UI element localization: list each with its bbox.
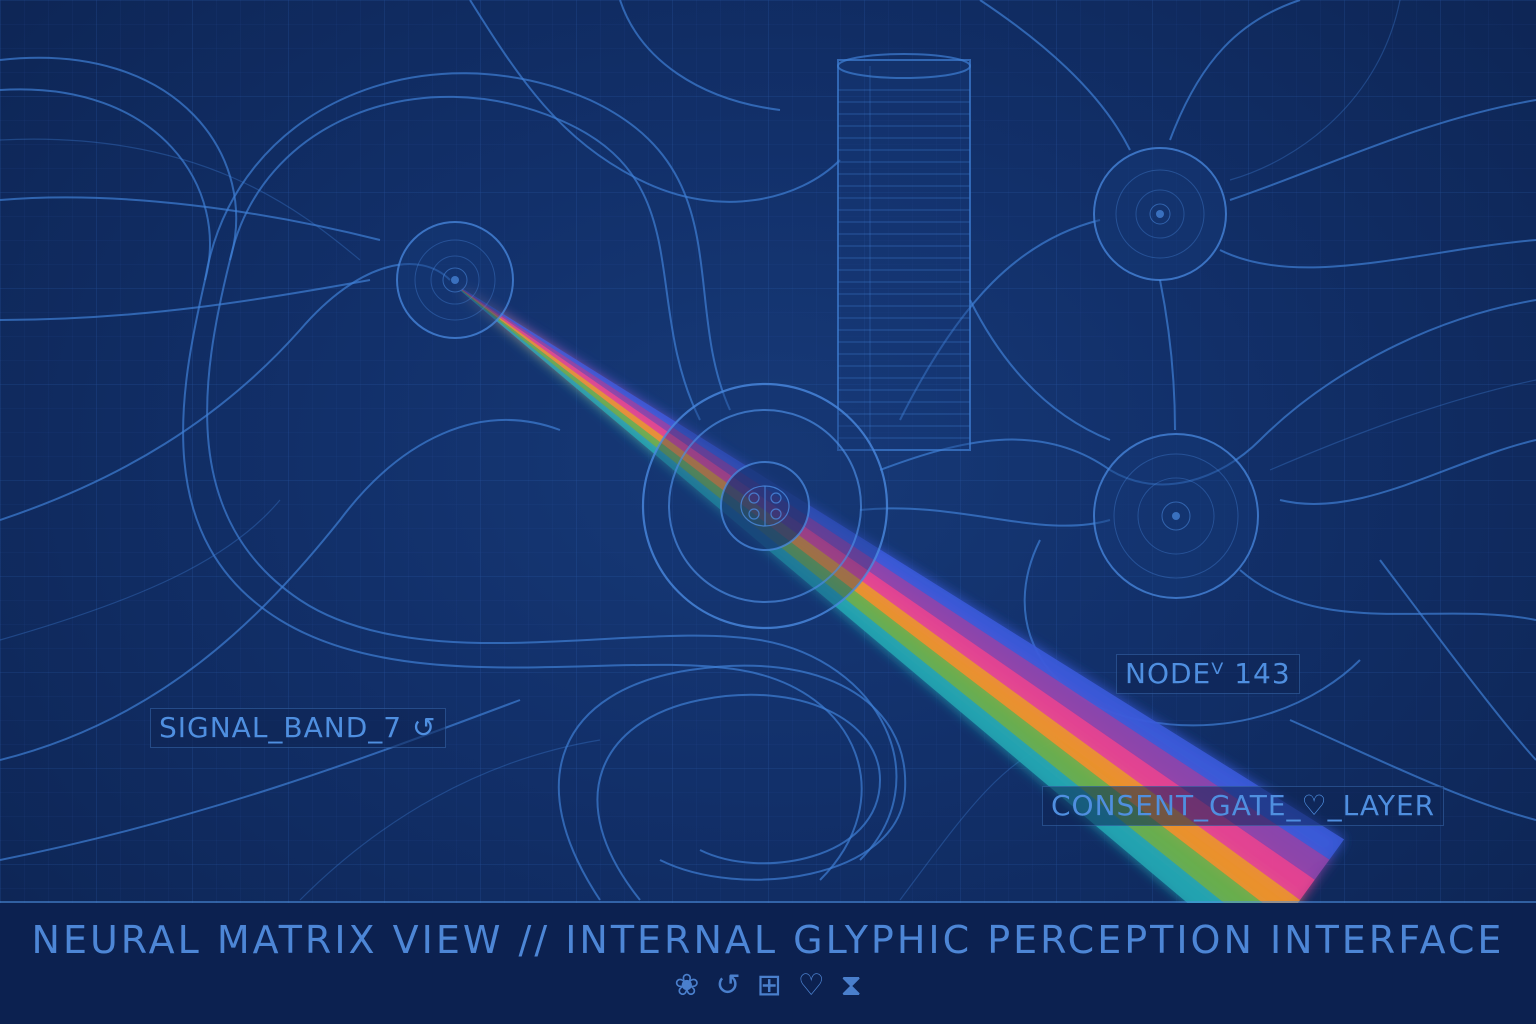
pathway <box>0 56 898 861</box>
pathway <box>0 419 561 761</box>
footer-title: NEURAL MATRIX VIEW // INTERNAL GLYPHIC P… <box>31 918 1505 962</box>
node-ring <box>1113 453 1239 579</box>
pathway <box>1229 0 1401 181</box>
pathway <box>1269 379 1536 471</box>
spectrum-band <box>461 290 1263 903</box>
pathway <box>1289 719 1536 821</box>
node-center <box>1172 512 1180 520</box>
column-cap <box>837 53 971 79</box>
node-ring <box>1137 477 1215 555</box>
brain-fold <box>748 492 760 504</box>
node-core <box>1161 501 1191 531</box>
node-center <box>1156 210 1164 218</box>
node-label: NODEⱽ 143 <box>1116 654 1300 694</box>
neural-pathways <box>0 0 1536 901</box>
pathway <box>1239 569 1536 621</box>
pathway <box>1379 559 1536 761</box>
grid-coarse <box>0 0 1536 903</box>
node-core <box>1149 203 1171 225</box>
cycle-glyph-icon: ↺ <box>715 968 741 1003</box>
pathway <box>899 219 1101 421</box>
cycle-glyph-icon: ↺ <box>412 711 437 744</box>
spectrum-band <box>462 289 1315 901</box>
node-lower-right <box>1093 433 1259 599</box>
pathway <box>859 507 1111 527</box>
brain-fold <box>748 508 760 520</box>
pathway <box>619 0 781 111</box>
brain-glyph-icon <box>740 485 790 527</box>
node-ring <box>1135 189 1185 239</box>
signal-band-label-text: SIGNAL_BAND_7 <box>159 711 403 744</box>
node-ring <box>414 239 496 321</box>
pathway-loop <box>557 664 907 901</box>
brain-glyph-icon: ❀ <box>674 968 700 1003</box>
node-central <box>641 382 889 630</box>
pathway <box>1159 279 1176 431</box>
node-label-text: NODE <box>1125 657 1212 690</box>
pathway <box>0 196 381 241</box>
column-body <box>837 59 971 451</box>
node-label-number: 143 <box>1234 657 1291 690</box>
spectrum-band <box>461 290 1225 903</box>
consent-gate-label: CONSENT_GATE_♡_LAYER <box>1042 786 1445 826</box>
pathway <box>1169 0 1301 141</box>
heart-glyph-icon: ♡ <box>1301 789 1328 822</box>
node-ring <box>1115 169 1205 259</box>
node-upper-right <box>1093 147 1227 281</box>
brain-fold <box>770 508 782 520</box>
grid-glyph-icon: ⊞ <box>756 968 782 1003</box>
pathway <box>469 0 841 203</box>
pathway <box>1229 99 1536 201</box>
pathway <box>0 279 371 321</box>
spectrum-band <box>461 290 1300 903</box>
pathway <box>0 699 521 861</box>
column-bands <box>838 89 970 439</box>
consent-gate-label-suffix: _LAYER <box>1327 789 1436 822</box>
neural-matrix-canvas <box>0 0 1536 903</box>
faint-pathways <box>0 0 1536 901</box>
spectrum-band <box>462 288 1345 860</box>
heart-glyph-icon: ♡ <box>797 968 825 1003</box>
footer-divider <box>0 901 1536 903</box>
pathway-loop <box>596 693 882 901</box>
node-core <box>442 267 468 293</box>
pathway <box>0 499 281 641</box>
pathway <box>1219 239 1536 269</box>
hourglass-glyph-icon: ⧗ <box>840 968 862 1003</box>
footer-panel <box>0 903 1536 1024</box>
pathway <box>1279 439 1536 505</box>
node-center <box>451 276 459 284</box>
pathway <box>979 0 1131 151</box>
spectrum-band <box>462 289 1330 880</box>
signal-band-label: SIGNAL_BAND_7 ↺ <box>150 708 446 748</box>
pathway <box>0 138 361 261</box>
vertical-column <box>837 53 971 451</box>
brain-fold <box>770 492 782 504</box>
node-ring-middle <box>668 409 862 603</box>
spectrum-beam <box>461 288 1345 903</box>
node-upper-left <box>396 221 514 339</box>
pathway <box>969 299 1111 441</box>
pathway <box>204 72 731 411</box>
pathway <box>229 95 701 421</box>
pathway <box>0 88 863 881</box>
pathway <box>879 299 1536 486</box>
consent-gate-label-prefix: CONSENT_GATE_ <box>1051 789 1302 822</box>
node-ring <box>430 255 480 305</box>
footer-glyph-row: ❀ ↺ ⊞ ♡ ⧗ <box>0 968 1536 1003</box>
pathway <box>0 263 451 521</box>
pathway <box>299 739 601 901</box>
node-glyph-icon: ⱽ <box>1211 657 1225 690</box>
